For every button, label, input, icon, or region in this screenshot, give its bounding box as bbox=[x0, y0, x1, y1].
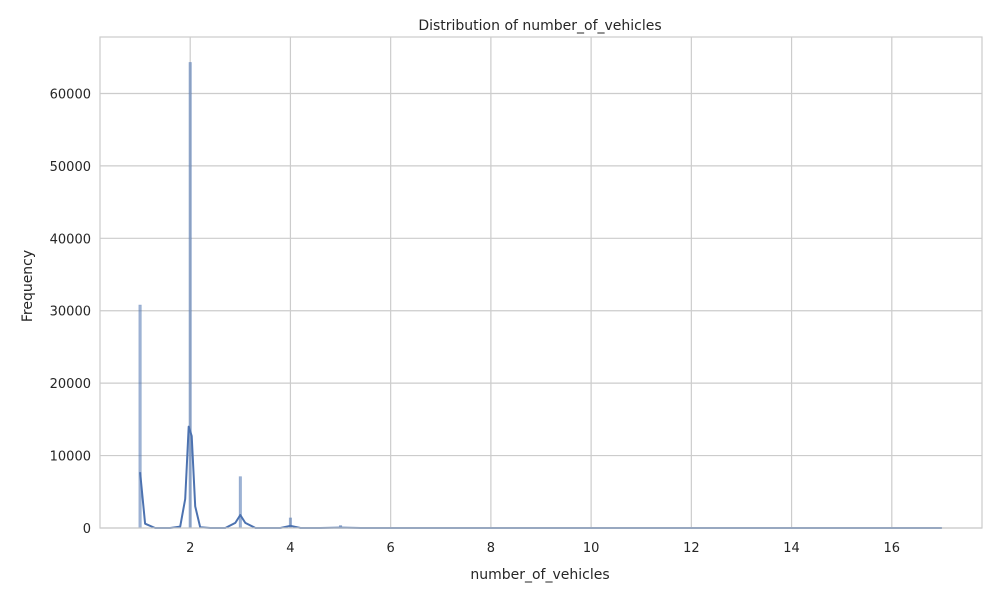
x-tick-label: 16 bbox=[884, 541, 901, 556]
y-tick-label: 50000 bbox=[50, 160, 91, 175]
y-tick-label: 40000 bbox=[50, 232, 91, 247]
y-axis-label: Frequency bbox=[20, 250, 36, 322]
y-tick-label: 30000 bbox=[50, 305, 91, 320]
x-tick-label: 12 bbox=[683, 541, 700, 556]
x-axis-label: number_of_vehicles bbox=[470, 567, 609, 583]
x-tick-label: 8 bbox=[487, 541, 495, 556]
x-tick-label: 14 bbox=[783, 541, 800, 556]
x-tick-label: 10 bbox=[583, 541, 600, 556]
histogram-bar bbox=[189, 62, 192, 528]
y-tick-label: 10000 bbox=[50, 450, 91, 465]
y-tick-label: 20000 bbox=[50, 377, 91, 392]
x-tick-label: 6 bbox=[387, 541, 395, 556]
y-tick-label: 60000 bbox=[50, 87, 91, 102]
histogram-bar bbox=[239, 477, 242, 528]
x-tick-label: 2 bbox=[186, 541, 194, 556]
x-tick-label: 4 bbox=[286, 541, 294, 556]
y-tick-label: 0 bbox=[83, 522, 91, 537]
chart-title: Distribution of number_of_vehicles bbox=[418, 18, 661, 34]
histogram-bar bbox=[139, 305, 142, 528]
